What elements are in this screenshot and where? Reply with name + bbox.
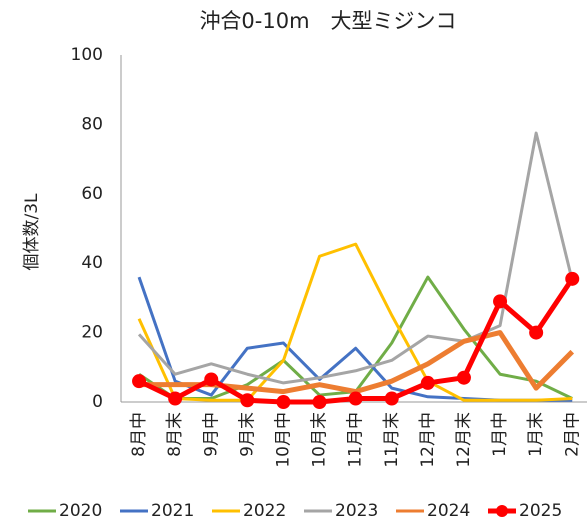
legend-label: 2021 [151,501,194,521]
point [420,375,435,390]
series-line [137,242,573,402]
series-line [138,275,573,401]
y-tick-label: 20 [81,323,103,343]
x-tick-label: 1月末 [526,412,546,457]
legend-label: 2023 [335,501,378,521]
x-tick-label: 11月中 [346,412,366,468]
x-tick-label: 12月中 [418,412,438,468]
x-tick-label: 9月末 [237,412,257,457]
point [132,374,147,389]
y-tick-label: 100 [71,45,103,65]
x-tick-label: 10月中 [273,412,293,468]
x-tick-label: 2月中 [562,412,582,457]
point [204,372,219,387]
y-tick-label: 0 [92,392,103,412]
x-tick-label: 8月中 [129,412,149,457]
x-tick-label: 10月末 [310,412,330,468]
x-tick-label: 8月末 [165,412,185,457]
point [384,391,399,406]
point [529,325,544,340]
point [493,294,508,309]
point [565,271,580,286]
legend-label: 2024 [427,501,470,521]
y-tick-label: 60 [81,184,103,204]
y-axis-label: 個体数/3L [22,193,42,271]
legend-label: 2020 [59,501,102,521]
legend-marker [496,505,508,517]
point [456,370,471,385]
x-tick-label: 11月末 [382,412,402,468]
series-line [137,131,574,385]
point [348,391,363,406]
point [312,395,327,409]
point [276,395,291,409]
x-tick-label: 12月末 [454,412,474,468]
point [168,391,183,406]
y-tick-label: 80 [81,114,103,134]
chart-title: 沖合0-10m 大型ミジンコ [199,9,456,33]
y-tick-label: 40 [81,253,103,273]
x-tick-label: 1月中 [490,412,510,457]
legend-label: 2025 [519,501,562,521]
x-tick-label: 9月中 [201,412,221,457]
legend-label: 2022 [243,501,286,521]
point [240,393,255,408]
